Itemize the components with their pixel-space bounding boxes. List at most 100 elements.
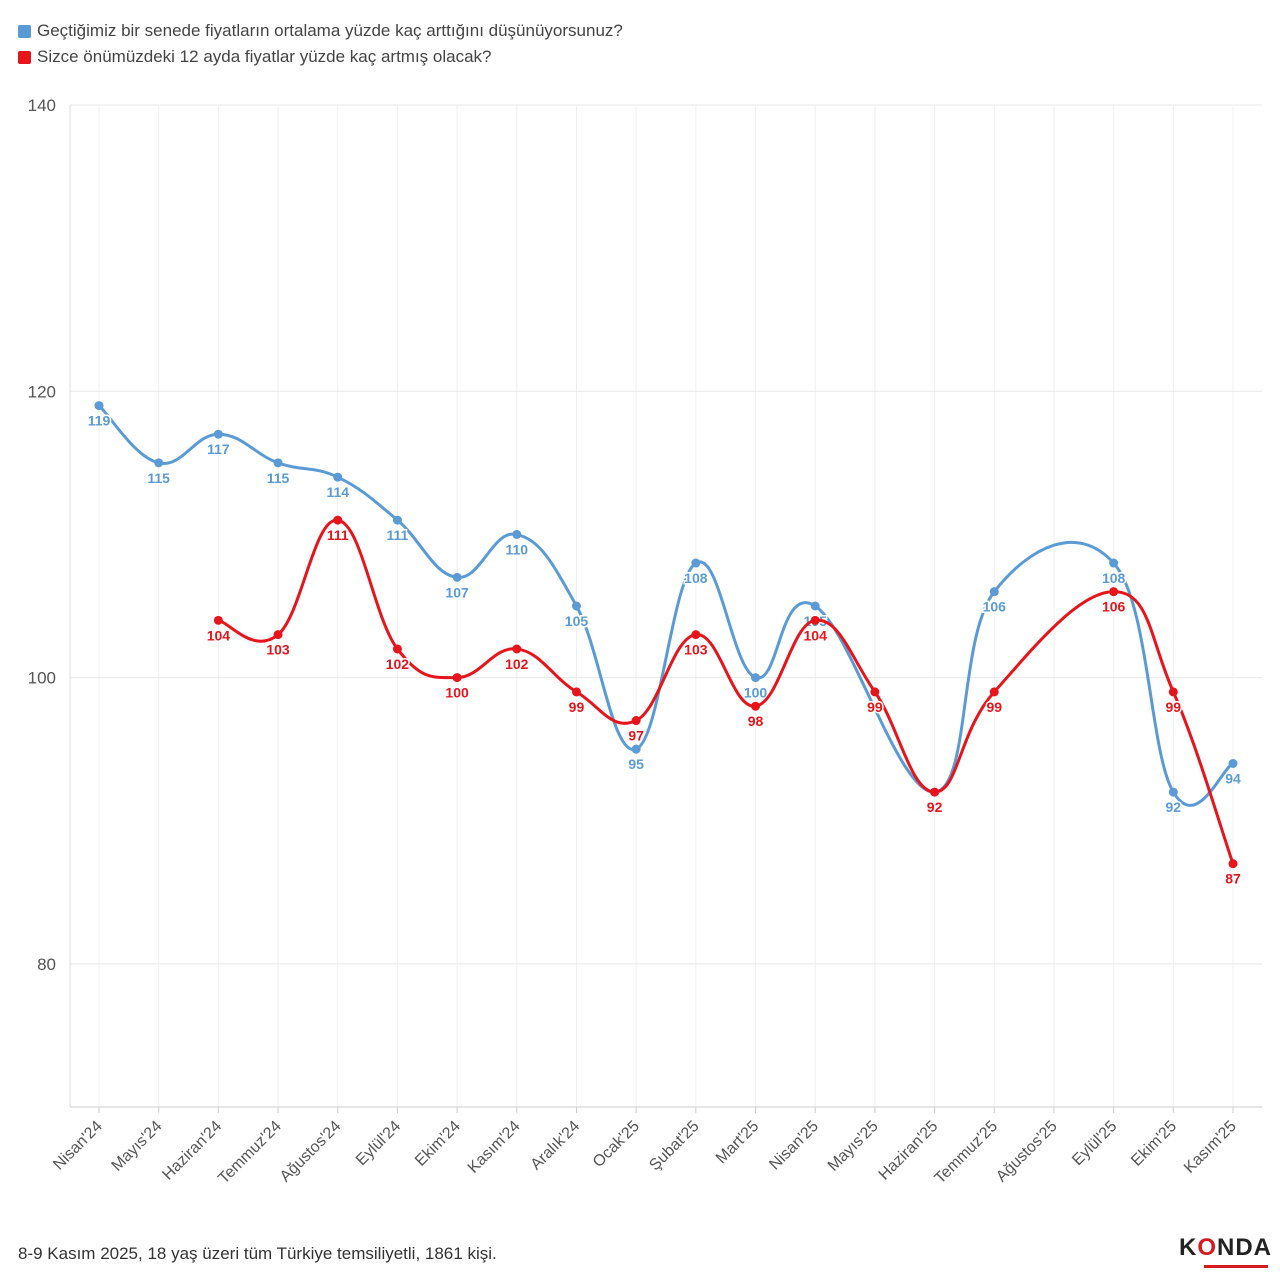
x-tick-label: Mart'25 [713,1118,762,1167]
series-1-point [512,644,522,654]
x-tick-label: Aralık'24 [528,1118,584,1174]
series-0-data-label: 94 [1225,770,1241,786]
series-1-data-label: 97 [628,728,644,744]
x-tick-label: Eylül'25 [1069,1118,1120,1169]
series-0-data-label: 115 [267,470,290,486]
series-1-point [1228,859,1238,869]
x-tick-label: Nisan'25 [766,1118,822,1174]
series-0-point [691,558,701,568]
series-1-point [392,644,402,654]
series-1-data-label: 92 [927,799,943,815]
series-0-point [154,458,164,468]
series-1-data-label: 100 [445,685,469,701]
series-1-data-label: 103 [266,642,290,658]
series-1-data-label: 99 [867,699,883,715]
series-0-data-label: 107 [445,584,469,600]
legend: Geçtiğimiz bir senede fiyatların ortalam… [18,18,623,70]
series-0-data-label: 92 [1166,799,1182,815]
series-0-point [810,601,820,611]
x-tick-label: Ocak'25 [590,1118,643,1171]
series-1-point [213,615,223,625]
series-1-data-label: 104 [804,627,828,643]
y-tick-label: 100 [28,669,56,688]
logo-o: O [1197,1234,1217,1261]
y-tick-label: 140 [28,96,56,115]
series-0-point [333,472,343,482]
series-0-point [571,601,581,611]
x-tick-label: Mayıs'24 [109,1118,166,1175]
series-1-point [1168,687,1178,697]
series-0-data-label: 111 [387,527,409,543]
x-tick-label: Eylül'24 [353,1118,404,1169]
series-1-data-label: 104 [207,627,231,643]
series-0-data-label: 100 [744,685,768,701]
series-1-point [631,716,641,726]
series-0-point [452,572,462,582]
series-0-point [392,515,402,525]
series-0-data-label: 92 [927,799,943,815]
x-tick-label: Şubat'25 [646,1118,702,1174]
series-1-data-label: 103 [684,642,708,658]
logo-k: K [1178,1234,1198,1261]
series-0-data-label: 115 [147,470,170,486]
konda-logo: KONDA [1179,1234,1272,1262]
x-tick-label: Ağustos'24 [277,1118,345,1186]
series-0-point [989,587,999,597]
series-1-point [1109,587,1119,597]
x-tick-label: Haziran'24 [159,1118,225,1184]
legend-item-future[interactable]: Sizce önümüzdeki 12 ayda fiyatlar yüzde … [18,44,623,70]
series-0-data-label: 119 [88,413,111,429]
series-1-point [751,701,761,711]
series-1-data-label: 99 [986,699,1002,715]
series-1-point [989,687,999,697]
series-line-0 [97,404,1235,807]
series-0-data-label: 110 [505,541,528,557]
legend-label-past: Geçtiğimiz bir senede fiyatların ortalam… [37,21,623,40]
series-line-1 [216,518,1235,866]
series-1-data-label: 102 [386,656,410,672]
series-1-point [810,615,820,625]
series-1-data-label: 106 [1102,599,1126,615]
series-1-data-label: 111 [327,527,349,543]
series-1-point [273,630,283,640]
series-0-data-label: 114 [326,484,349,500]
series-0-data-label: 106 [983,599,1007,615]
series-1-data-label: 99 [569,699,585,715]
x-tick-label: Mayıs'25 [825,1118,882,1175]
series-1-data-label: 102 [505,656,529,672]
logo-underline [1204,1265,1268,1268]
legend-swatch-past [18,24,31,38]
series-1-point [870,687,880,697]
series-0-point [631,744,641,754]
series-1-point [691,630,701,640]
series-1-point [333,515,343,525]
series-0-point [1228,758,1238,768]
series-0-point [512,529,522,539]
series-0-data-label: 108 [684,570,708,586]
series-1-point [930,787,940,797]
x-tick-label: Temmuz'24 [215,1118,285,1188]
x-tick-label: Temmuz'25 [932,1118,1002,1188]
logo-nda: NDA [1217,1234,1272,1261]
footer-note: 8-9 Kasım 2025, 18 yaş üzeri tüm Türkiye… [18,1244,497,1263]
series-1-point [452,673,462,683]
series-1-data-label: 99 [1166,699,1182,715]
series-0-data-label: 108 [1102,570,1126,586]
series-0-data-label: 117 [207,441,230,457]
x-tick-label: Ağustos'25 [993,1118,1061,1186]
x-tick-label: Ekim'25 [1128,1118,1180,1170]
series-1-data-label: 87 [1225,871,1241,887]
series-0-point [213,429,223,439]
series-0-data-label: 105 [565,613,589,629]
legend-item-past[interactable]: Geçtiğimiz bir senede fiyatların ortalam… [18,18,623,44]
x-tick-label: Haziran'25 [876,1118,942,1184]
series-0-point [273,458,283,468]
series-1-point [571,687,581,697]
y-tick-label: 120 [28,382,56,401]
legend-swatch-future [18,50,31,64]
legend-label-future: Sizce önümüzdeki 12 ayda fiyatlar yüzde … [37,47,492,66]
series-0-point [1168,787,1178,797]
series-0-point [751,673,761,683]
series-0-point [94,401,104,411]
x-tick-label: Ekim'24 [412,1118,464,1170]
